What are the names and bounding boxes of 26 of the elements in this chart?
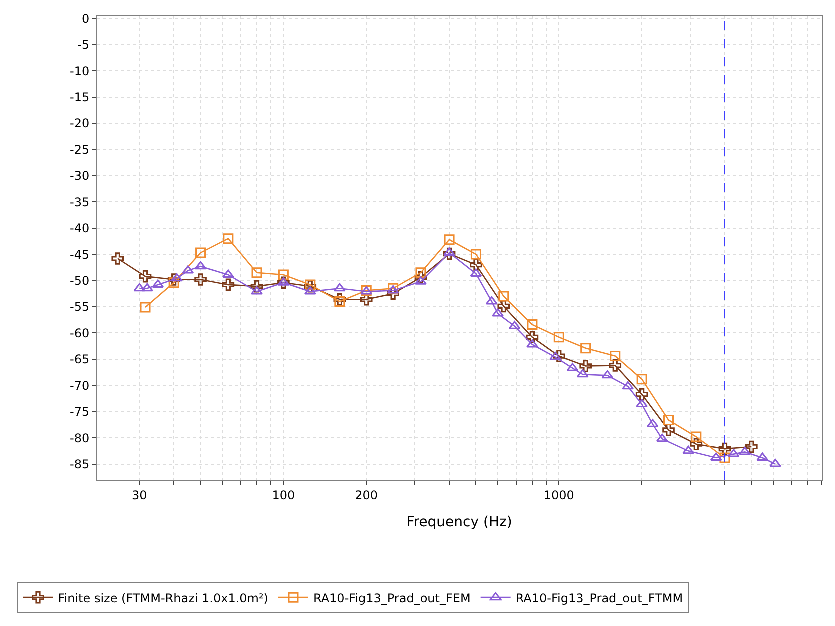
legend-label: RA10-Fig13_Prad_out_FTMM	[516, 591, 684, 606]
y-tick-label: -70	[70, 378, 90, 393]
y-tick-label: -20	[70, 116, 90, 131]
y-tick-label: -15	[70, 90, 90, 104]
x-tick-label: 100	[272, 488, 296, 502]
y-tick-label: -75	[70, 405, 90, 420]
y-tick-label: -35	[70, 195, 90, 210]
y-tick-label: -85	[70, 457, 90, 472]
y-tick-label: -25	[70, 142, 90, 157]
y-tick-label: -30	[70, 169, 90, 184]
y-tick-label: -45	[70, 248, 90, 262]
y-tick-label: -40	[70, 222, 90, 236]
y-tick-label: -80	[70, 431, 90, 446]
x-tick-label: 30	[132, 488, 148, 502]
x-tick-label: 1000	[544, 488, 574, 502]
y-tick-label: -55	[70, 300, 90, 314]
x-axis-title: Frequency (Hz)	[406, 514, 512, 531]
y-tick-label: -65	[70, 352, 90, 367]
y-tick-label: -5	[78, 38, 90, 52]
y-tick-label: -60	[70, 326, 90, 340]
legend-label: RA10-Fig13_Prad_out_FEM	[313, 591, 471, 606]
legend-label: Finite size (FTMM-Rhazi 1.0x1.0m²)	[58, 591, 268, 606]
x-tick-label: 200	[355, 488, 378, 502]
y-tick-label: -10	[70, 64, 90, 78]
y-tick-label: 0	[82, 12, 90, 26]
y-tick-label: -50	[70, 274, 90, 288]
